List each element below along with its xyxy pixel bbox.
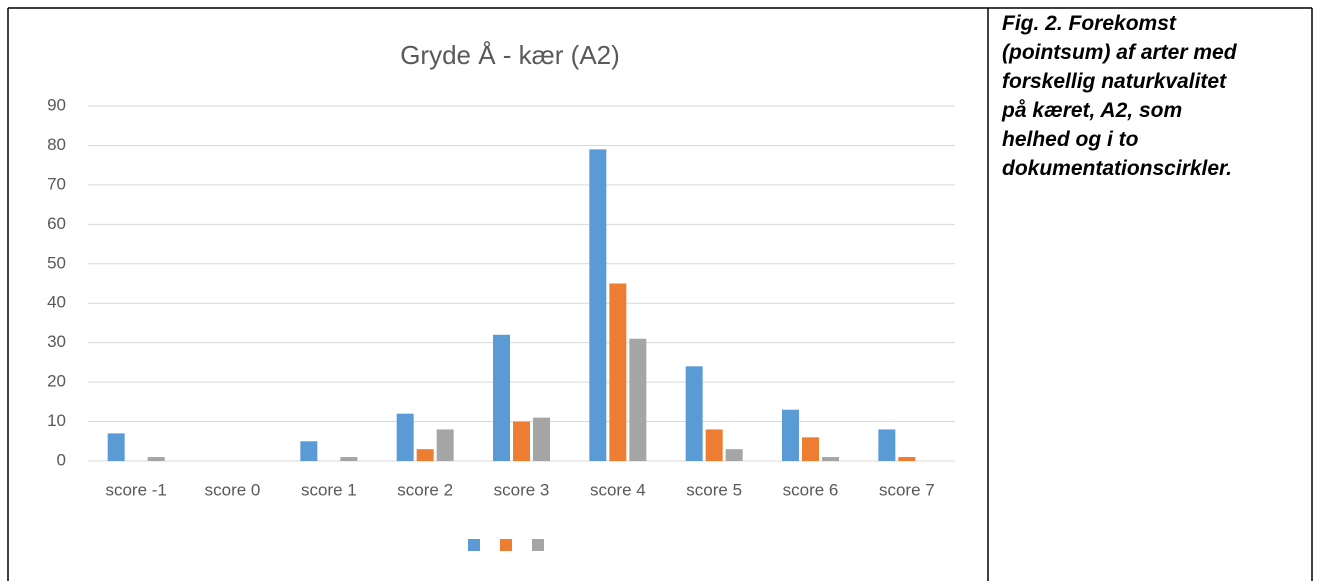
caption-line: på kæret, A2, som (1001, 99, 1182, 122)
bar (705, 429, 723, 461)
x-tick-label: score 5 (686, 480, 742, 499)
chart-title: Gryde Å - kær (A2) (400, 40, 620, 70)
x-tick-label: score 3 (494, 480, 550, 499)
bar (685, 366, 703, 461)
bar (107, 433, 125, 461)
bar (878, 429, 896, 461)
bar (725, 449, 743, 461)
bar (782, 409, 799, 461)
y-tick-label: 20 (47, 372, 66, 391)
bar (609, 283, 627, 461)
bar (416, 449, 434, 461)
bar (147, 457, 165, 461)
caption-line: Fig. 2. Forekomst (1002, 12, 1177, 35)
y-tick-label: 10 (47, 411, 66, 430)
x-tick-label: score 2 (397, 480, 453, 499)
legend-swatch (532, 539, 544, 551)
caption-line: forskellig naturkvalitet (1002, 70, 1227, 93)
legend-swatch (500, 539, 512, 551)
y-tick-label: 70 (47, 174, 66, 193)
bar (802, 437, 819, 461)
caption-line: helhed og i to (1002, 128, 1139, 151)
bar (436, 429, 454, 461)
bar (493, 334, 510, 461)
x-tick-label: score 4 (590, 480, 646, 499)
legend-swatch (468, 539, 480, 551)
caption-line: (pointsum) af arter med (1002, 41, 1238, 64)
x-tick-label: score 0 (205, 480, 261, 499)
x-tick-label: score -1 (105, 480, 166, 499)
y-tick-label: 60 (47, 214, 66, 233)
bar (822, 457, 839, 461)
bar (396, 413, 414, 461)
bar (300, 441, 318, 461)
y-tick-label: 0 (57, 450, 66, 469)
caption-line: dokumentationscirkler. (1002, 157, 1232, 180)
x-tick-label: score 7 (879, 480, 935, 499)
y-tick-label: 50 (47, 253, 66, 272)
bar (629, 338, 647, 461)
y-tick-label: 40 (47, 293, 66, 312)
bar (898, 457, 916, 461)
bar (513, 421, 530, 461)
bar (533, 417, 550, 461)
bar (589, 149, 607, 461)
y-tick-label: 90 (47, 95, 66, 114)
bar (340, 457, 358, 461)
y-tick-label: 30 (47, 332, 66, 351)
x-tick-label: score 6 (783, 480, 839, 499)
y-tick-label: 80 (47, 135, 66, 154)
x-tick-label: score 1 (301, 480, 357, 499)
